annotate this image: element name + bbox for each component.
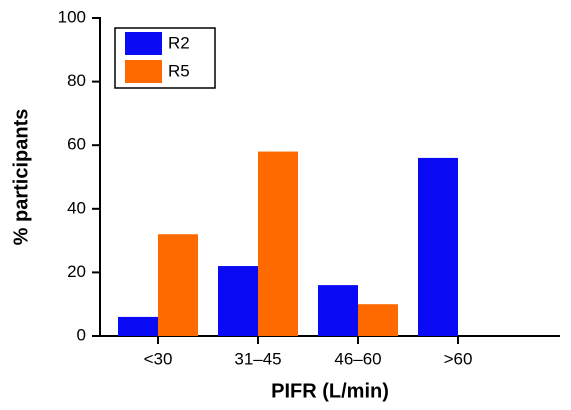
bar	[218, 266, 258, 336]
y-tick-label: 100	[58, 7, 86, 26]
x-axis-title: PIFR (L/min)	[271, 380, 389, 402]
legend-swatch	[125, 32, 162, 55]
x-tick-label: 46–60	[334, 349, 381, 368]
x-tick-label: >60	[444, 349, 473, 368]
x-tick-label: 31–45	[234, 349, 281, 368]
y-axis-title: % participants	[10, 109, 32, 246]
x-tick-label: <30	[144, 349, 173, 368]
legend-swatch	[125, 60, 162, 83]
legend-label: R5	[168, 61, 190, 80]
bar	[118, 316, 158, 336]
bar	[258, 151, 298, 336]
legend-label: R2	[168, 33, 190, 52]
y-tick-label: 60	[67, 135, 86, 154]
legend-box	[114, 27, 216, 89]
bar	[358, 304, 398, 336]
y-tick-label: 40	[67, 198, 86, 217]
bar	[318, 285, 358, 336]
y-tick-label: 20	[67, 262, 86, 281]
y-tick-label: 0	[77, 325, 86, 344]
y-tick-label: 80	[67, 71, 86, 90]
bar	[418, 157, 458, 336]
bar	[158, 234, 198, 336]
